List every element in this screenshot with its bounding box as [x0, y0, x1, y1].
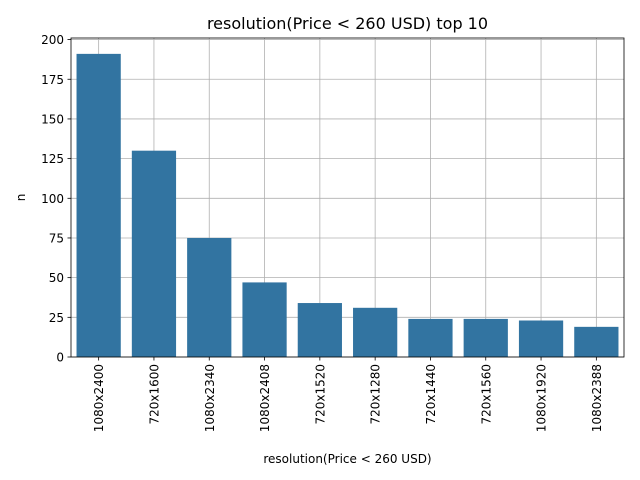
x-axis-label: resolution(Price < 260 USD)	[263, 452, 431, 466]
bar-1080x2388	[574, 326, 619, 357]
y-tick-label: 200	[41, 33, 64, 47]
x-tick-label: 1080x2388	[590, 364, 604, 432]
x-tick-label: 1080x2408	[258, 364, 272, 432]
bars	[76, 53, 619, 358]
y-tick-label: 25	[49, 311, 64, 325]
bar-1080x2400	[76, 53, 121, 358]
bar-720x1440	[408, 318, 453, 357]
x-tick-label: 720x1440	[424, 364, 438, 425]
x-tick-label: 720x1600	[147, 364, 161, 425]
y-tick-label: 50	[49, 271, 64, 285]
y-tick-label: 150	[41, 112, 64, 126]
axes: 0 25 50 75 100 125 150 175 200 1080x2400 720x1600 1…	[41, 33, 625, 432]
bar-720x1280	[353, 307, 398, 357]
plot-frame	[70, 37, 625, 358]
y-tick-label: 175	[41, 73, 64, 87]
bar-1080x2408	[242, 282, 287, 357]
y-tick-label: 0	[56, 351, 64, 365]
bar-1080x2340	[187, 237, 232, 357]
y-tick-label: 75	[49, 231, 64, 245]
x-tick-label: 720x1520	[313, 364, 327, 425]
y-axis-label: n	[14, 194, 28, 202]
x-tick-label: 1080x2340	[203, 364, 217, 432]
chart-title: resolution(Price < 260 USD) top 10	[207, 14, 488, 33]
x-tick-label: 1080x2400	[92, 364, 106, 432]
bar-720x1560	[463, 318, 508, 357]
x-tick-label: 720x1560	[479, 364, 493, 425]
y-tick-label: 125	[41, 152, 64, 166]
bar-720x1600	[131, 150, 177, 357]
y-tick-label: 100	[41, 192, 64, 206]
x-tick-label: 720x1280	[369, 364, 383, 425]
bar-720x1520	[297, 303, 342, 357]
bar-1080x1920	[518, 320, 564, 357]
x-tick-label: 1080x1920	[535, 364, 549, 432]
